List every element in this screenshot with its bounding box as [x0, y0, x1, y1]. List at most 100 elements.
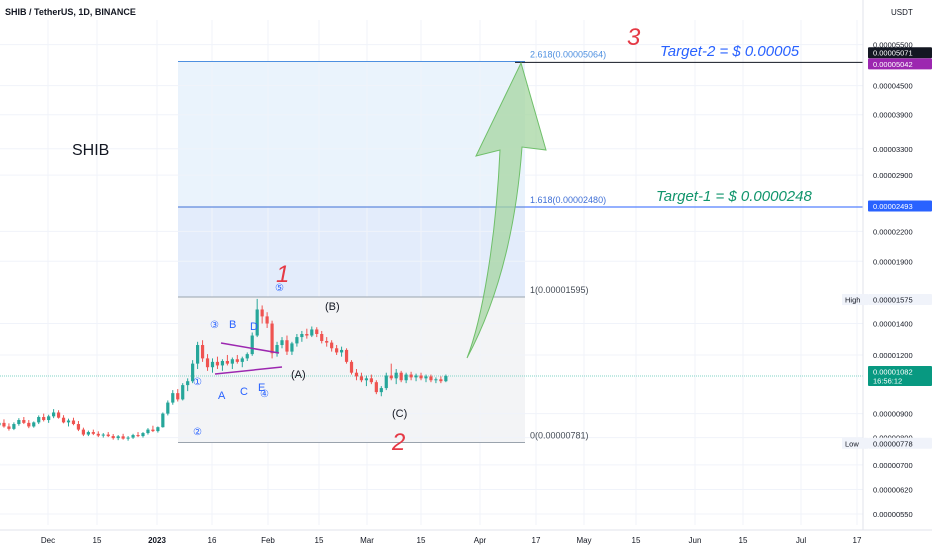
candle	[22, 417, 26, 425]
candle-body	[275, 345, 279, 354]
candle-body	[235, 359, 239, 362]
candle-body	[32, 422, 36, 427]
price-label-pad	[865, 294, 868, 306]
candle-body	[176, 393, 180, 400]
grid	[0, 20, 863, 525]
candle-body	[27, 422, 31, 427]
wave-1-label: 1	[276, 261, 289, 288]
candle	[364, 375, 369, 387]
chart-title: SHIB	[72, 142, 109, 159]
price-label-name: High	[845, 296, 860, 305]
candle-body	[66, 420, 71, 423]
fib-zones	[178, 61, 525, 443]
candle-body	[364, 378, 369, 381]
candle	[146, 428, 150, 435]
candle	[305, 328, 309, 339]
candle	[96, 431, 100, 438]
candle-body	[250, 335, 254, 355]
fib-label: 2.618(0.00005064)	[530, 50, 606, 60]
candle-body	[394, 372, 398, 379]
candle	[0, 422, 1, 426]
fib-zone	[178, 207, 525, 297]
triangle-wave-label: E	[258, 382, 265, 394]
candle-body	[141, 433, 145, 437]
price-label-tag	[842, 294, 866, 306]
candle-body	[230, 359, 234, 364]
candle-body	[439, 379, 443, 382]
candle-body	[131, 435, 135, 438]
price-label-plain: 0.00001575 High	[842, 294, 932, 306]
price-label-countdown: 16:56:12	[873, 377, 902, 386]
candle-body	[220, 360, 225, 366]
time-tick-label: Mar	[360, 536, 374, 545]
candle-body	[161, 413, 165, 428]
candle	[359, 372, 364, 383]
candle-body	[61, 417, 66, 423]
candle-body	[315, 329, 319, 334]
candle-body	[101, 434, 105, 436]
candle-body	[429, 376, 433, 381]
time-tick-label: 15	[417, 536, 426, 545]
candle-body	[106, 434, 110, 437]
triangle-upper-line	[220, 342, 280, 354]
fib-label: 1(0.00001595)	[530, 285, 589, 295]
candle-body	[215, 361, 220, 366]
candle	[200, 340, 205, 362]
candle-body	[191, 363, 195, 382]
candle	[81, 427, 86, 437]
candle-body	[210, 361, 215, 368]
price-tick-label: 0.00004500	[873, 82, 913, 91]
candle-body	[186, 381, 190, 386]
price-label-value: 0.00002493	[873, 202, 913, 211]
wave-3-label: 3	[627, 24, 641, 51]
candle	[225, 354, 229, 366]
candle-body	[330, 342, 334, 349]
price-label-value: 0.00001575	[873, 296, 913, 305]
time-tick-label: Feb	[261, 536, 275, 545]
price-label-tag	[842, 437, 866, 449]
candle	[300, 330, 304, 342]
candle	[339, 346, 344, 357]
candle	[409, 371, 413, 381]
candle	[404, 372, 408, 384]
candle-body	[349, 361, 354, 373]
candle-body	[156, 427, 160, 432]
candle-body	[305, 333, 309, 336]
candle-body	[205, 358, 210, 368]
candle	[76, 420, 81, 432]
time-tick-label: Jun	[689, 536, 702, 545]
candle	[439, 376, 443, 384]
candle-body	[22, 420, 26, 423]
candle-body	[359, 376, 364, 381]
candle-body	[7, 426, 11, 429]
candle	[32, 421, 36, 428]
candle-body	[285, 340, 289, 352]
candle	[330, 340, 334, 352]
candles	[0, 298, 448, 441]
candle	[196, 341, 200, 370]
candle	[374, 380, 378, 395]
time-tick-label: 15	[632, 536, 641, 545]
candle	[191, 360, 195, 384]
candle-body	[126, 437, 130, 439]
candle	[56, 410, 61, 419]
time-tick-label: May	[576, 536, 591, 545]
candle-body	[81, 429, 86, 435]
price-label-blue: 0.00002493	[868, 200, 932, 212]
candle	[245, 352, 249, 361]
candle-body	[295, 337, 299, 344]
price-label-name: Low	[845, 439, 859, 448]
candle	[354, 369, 359, 381]
candle-body	[0, 422, 1, 426]
candle	[250, 332, 254, 356]
candle-body	[384, 375, 388, 389]
impulse-wave-label: ⑤	[275, 283, 284, 294]
candle	[171, 390, 175, 405]
candle-body	[17, 420, 21, 425]
candle	[205, 354, 210, 371]
candle-body	[255, 309, 259, 336]
candle-body	[52, 412, 56, 417]
candle-body	[270, 323, 274, 354]
